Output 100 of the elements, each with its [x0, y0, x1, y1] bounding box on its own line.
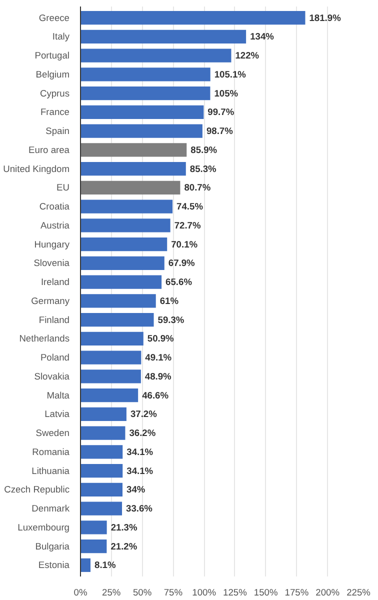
data-label: 21.2%: [110, 541, 138, 552]
y-tick-label: Romania: [32, 446, 70, 457]
y-tick-label: Germany: [31, 296, 70, 306]
bar: [80, 162, 186, 176]
bar: [80, 558, 91, 572]
bar: [80, 200, 173, 214]
y-tick-label: Netherlands: [19, 334, 70, 344]
data-label: 98.7%: [206, 126, 234, 136]
bar: [80, 275, 162, 289]
y-tick-label: France: [40, 107, 70, 118]
y-tick-label: Ireland: [40, 277, 70, 288]
bar: [80, 502, 122, 516]
bar: [80, 350, 142, 364]
y-tick-label: Croatia: [39, 202, 70, 212]
y-tick-label: Finland: [38, 314, 70, 325]
data-label: 181.9%: [309, 12, 342, 23]
y-tick-label: Spain: [46, 126, 70, 136]
data-label: 61%: [160, 296, 180, 306]
y-tick-label: Poland: [40, 352, 70, 363]
data-label: 59.3%: [158, 314, 185, 325]
y-tick-label: Portugal: [34, 50, 70, 61]
bar: [80, 388, 138, 402]
bar: [80, 332, 144, 346]
bar: [80, 218, 170, 232]
bar: [80, 86, 210, 100]
data-label: 72.7%: [174, 220, 202, 230]
y-tick-label: United Kingdom: [3, 164, 70, 174]
bar: [80, 407, 126, 421]
bar: [80, 105, 204, 119]
y-tick-label: Lithuania: [32, 466, 70, 476]
y-tick-label: Austria: [40, 220, 70, 230]
data-label: 33.6%: [126, 504, 154, 514]
data-label: 65.6%: [166, 277, 193, 288]
data-label: 34.1%: [126, 466, 154, 476]
bar: [80, 482, 123, 496]
x-tick-label: 0%: [74, 588, 88, 598]
bar: [80, 68, 210, 82]
x-tick-label: 125%: [223, 588, 247, 598]
data-label: 48.9%: [144, 371, 172, 382]
x-tick-label: 75%: [164, 588, 183, 598]
y-tick-label: Bulgaria: [35, 541, 70, 552]
x-tick-label: 175%: [284, 588, 309, 598]
y-tick-label: Italy: [52, 32, 70, 42]
y-tick-label: Slovakia: [34, 371, 70, 382]
y-tick-label: Slovenia: [34, 258, 70, 268]
data-label: 105.1%: [214, 69, 247, 80]
bar: [80, 370, 141, 384]
bar: [80, 313, 154, 327]
data-label: 105%: [214, 88, 239, 98]
data-label: 8.1%: [94, 560, 116, 570]
bar: [80, 464, 123, 478]
data-label: 34%: [126, 484, 146, 495]
x-tick-label: 25%: [102, 588, 121, 598]
data-label: 85.3%: [190, 164, 218, 174]
x-tick-label: 100%: [192, 588, 216, 598]
data-label: 21.3%: [110, 522, 138, 532]
x-tick-label: 150%: [254, 588, 278, 598]
bar: [80, 540, 107, 554]
data-label: 74.5%: [176, 202, 204, 212]
y-tick-label: Belgium: [36, 69, 70, 80]
y-tick-label: Estonia: [38, 560, 70, 570]
bar: [80, 238, 168, 252]
bar: [80, 426, 126, 440]
y-tick-label: Hungary: [34, 239, 70, 250]
data-label: 50.9%: [147, 334, 175, 344]
data-label: 80.7%: [184, 182, 212, 193]
bar: [80, 11, 306, 25]
bar: [80, 30, 246, 44]
bar: [80, 256, 164, 270]
data-label: 49.1%: [145, 352, 172, 363]
y-tick-label: Cyprus: [40, 88, 70, 98]
x-tick-label: 50%: [132, 588, 152, 598]
y-tick-label: Euro area: [28, 144, 70, 155]
bar: [80, 180, 180, 194]
x-tick-label: 200%: [316, 588, 340, 598]
data-label: 46.6%: [142, 390, 170, 400]
bar: [80, 445, 123, 459]
data-label: 36.2%: [129, 428, 156, 438]
data-label: 34.1%: [126, 446, 154, 457]
data-label: 99.7%: [208, 107, 235, 118]
data-label: 67.9%: [168, 258, 196, 268]
data-label: 85.9%: [190, 144, 218, 155]
y-tick-label: Sweden: [36, 428, 70, 438]
bar: [80, 520, 107, 534]
y-tick-label: Czech Republic: [4, 484, 70, 495]
bar: [80, 124, 202, 138]
bar: [80, 294, 156, 308]
data-label: 70.1%: [171, 239, 198, 250]
x-tick-label: 225%: [346, 588, 370, 598]
y-tick-label: Greece: [38, 12, 70, 23]
y-tick-label: EU: [56, 182, 70, 193]
data-label: 134%: [250, 32, 275, 42]
data-label: 122%: [235, 50, 260, 61]
y-tick-label: Luxembourg: [18, 522, 70, 532]
y-tick-label: Denmark: [32, 504, 70, 514]
y-tick-label: Latvia: [44, 409, 70, 420]
data-label: 37.2%: [130, 409, 158, 420]
bar: [80, 143, 187, 157]
bar: [80, 48, 232, 62]
y-tick-label: Malta: [46, 390, 70, 400]
